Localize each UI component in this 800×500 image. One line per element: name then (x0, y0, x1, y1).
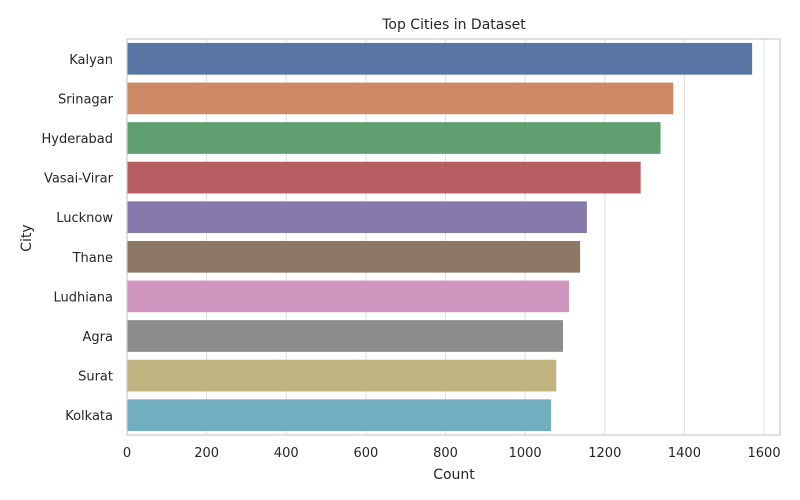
x-tick-label: 1600 (748, 446, 781, 461)
x-tick-label: 0 (123, 446, 131, 461)
y-tick-label: Lucknow (56, 211, 113, 226)
bars (127, 42, 753, 432)
bar-surat (127, 359, 557, 392)
x-tick-label: 1200 (588, 446, 621, 461)
x-tick-label: 800 (433, 446, 458, 461)
x-tick-labels: 0 200 400 600 800 1000 1200 1400 1600 (123, 446, 781, 461)
bar-hyderabad (127, 122, 661, 154)
y-tick-label: Srinagar (58, 92, 114, 107)
bar-lucknow (127, 201, 587, 234)
bar-kolkata (127, 399, 552, 432)
x-tick-label: 1000 (509, 446, 542, 461)
y-axis-label: City (19, 224, 35, 251)
x-tick-label: 400 (274, 446, 299, 461)
bar-agra (127, 320, 563, 352)
y-tick-label: Kalyan (69, 53, 113, 68)
chart-title: Top Cities in Dataset (381, 17, 526, 33)
y-tick-labels: Kalyan Srinagar Hyderabad Vasai-Virar Luckno… (42, 53, 114, 424)
y-tick-label: Kolkata (65, 409, 113, 424)
y-tick-label: Vasai-Virar (44, 172, 114, 187)
y-tick-label: Surat (78, 370, 113, 385)
bar-srinagar (127, 82, 674, 115)
plot-frame (126, 38, 781, 436)
x-tick-label: 1400 (668, 446, 701, 461)
x-tick-label: 200 (194, 446, 219, 461)
bar-ludhiana (127, 280, 569, 313)
bar-thane (127, 240, 581, 273)
y-tick-label: Thane (72, 251, 113, 266)
y-tick-label: Ludhiana (53, 290, 113, 305)
y-tick-label: Agra (83, 330, 113, 345)
bar-kalyan (127, 42, 753, 75)
x-axis-label: Count (433, 467, 475, 483)
bar-vasai-virar (127, 161, 641, 194)
x-tick-label: 600 (353, 446, 378, 461)
y-tick-label: Hyderabad (42, 132, 114, 147)
